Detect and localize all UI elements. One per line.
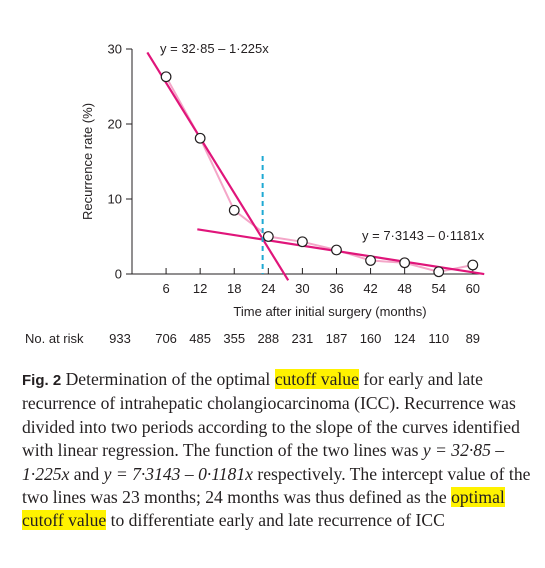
x-axis-title: Time after initial surgery (months) [233,304,426,319]
y-axis-title: Recurrence rate (%) [80,103,95,220]
equation-label-1: y = 32·85 – 1·225x [160,41,269,56]
y-tick-label: 20 [108,117,122,132]
at-risk-value: 355 [223,331,245,346]
caption-text-5: to differentiate early and late recurren… [106,510,445,531]
at-risk-value: 485 [189,331,211,346]
x-tick-label: 42 [363,281,377,296]
at-risk-value: 160 [360,331,382,346]
x-tick-label: 36 [329,281,343,296]
equation-label-2: y = 7·3143 – 0·1181x [362,228,485,243]
x-tick-label: 6 [162,281,169,296]
at-risk-value: 187 [326,331,348,346]
y-tick-label: 0 [115,267,122,282]
points-layer [160,71,479,278]
x-tick-label: 48 [397,281,411,296]
data-point [228,204,240,216]
labels-layer: 0 10 20 30 6 12 18 24 30 36 42 48 54 60 Time after ini… [25,41,485,346]
caption-equation-2: y = 7·3143 – 0·1181x [103,463,253,484]
at-risk-value: 288 [257,331,279,346]
x-tick-label: 30 [295,281,309,296]
data-point [433,266,445,278]
data-point [160,71,172,83]
recurrence-chart: 0 10 20 30 6 12 18 24 30 36 42 48 54 60 Time after ini… [25,41,485,346]
axes-layer [126,48,485,275]
caption-text-1: Determination of the optimal [61,369,275,389]
y-tick-label: 30 [108,42,122,57]
y-tick-label: 10 [108,192,122,207]
x-tick-label: 18 [227,281,241,296]
x-tick-label: 12 [193,281,207,296]
caption-text-2: for early and late recurrence of intrahe… [22,369,520,461]
x-tick-label: 60 [466,281,480,296]
at-risk-value: 89 [466,331,480,346]
x-tick-label: 54 [431,281,445,296]
data-point [297,236,308,248]
data-point [467,259,479,271]
regression-line-1 [146,51,290,281]
caption-text-4: respectively. The intercept value of the… [22,463,531,508]
caption-equation-1: y = 32·85 – 1·225x [22,440,505,484]
lines-layer [146,51,485,281]
data-point [194,132,206,144]
at-risk-label: No. at risk [25,331,84,346]
data-point [262,231,274,242]
figure-label: Fig. 2 [22,372,62,389]
at-risk-value: 231 [292,331,314,346]
at-risk-value: 706 [155,331,177,346]
caption-text-3: and [69,463,104,484]
data-point [399,257,411,269]
x-tick-label: 24 [261,281,275,296]
at-risk-value: 110 [428,331,449,346]
figure-caption: Fig. 2 Determination of the optimal cuto… [22,368,532,533]
data-point [365,255,376,266]
at-risk-value: 933 [109,331,131,346]
caption-highlight-1: cutoff value [274,369,359,389]
connecting-line [165,76,473,273]
at-risk-value: 124 [394,331,416,346]
data-point [331,244,342,256]
